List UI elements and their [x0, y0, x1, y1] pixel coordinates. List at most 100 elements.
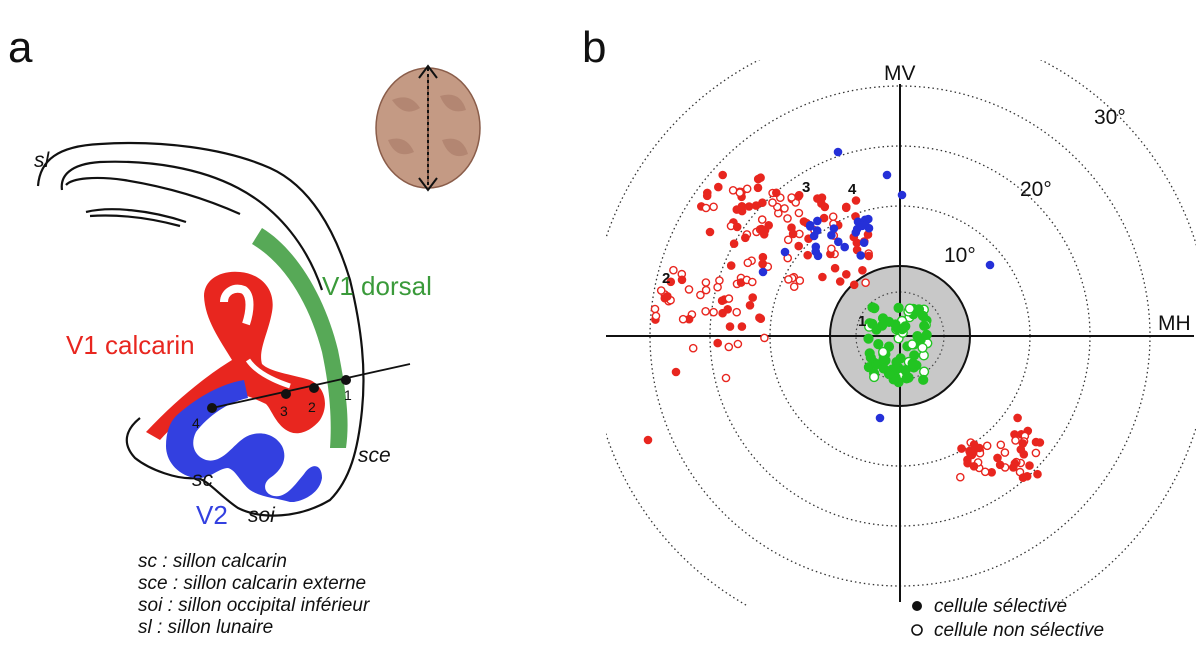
- v1-dorsal-region: [252, 228, 348, 448]
- cell-legend: cellule sélective cellule non sélective: [911, 596, 1104, 641]
- selective-cell-dot: [732, 222, 742, 232]
- non-selective-cell-dot: [724, 342, 734, 352]
- selective-cell-dot: [859, 238, 869, 247]
- selective-cell-dot: [882, 170, 892, 180]
- selective-cell-dot: [985, 260, 995, 270]
- selective-cell-dot: [875, 413, 885, 423]
- non-selective-cell-dot: [651, 311, 661, 321]
- selective-cell-dot: [912, 331, 923, 342]
- non-selective-cell-dot: [684, 285, 694, 294]
- v1-dorsal-label: V1 dorsal: [322, 271, 432, 301]
- sce-label: sce: [358, 444, 391, 467]
- non-selective-cell-dot: [917, 342, 928, 353]
- selective-cell-dot: [643, 435, 653, 445]
- v2-label: V2: [196, 500, 228, 530]
- v1-calcarin-label: V1 calcarin: [66, 330, 195, 360]
- selective-cell-dot: [869, 303, 880, 314]
- selective-cell-dot: [705, 227, 715, 237]
- selective-cell-dot: [834, 237, 843, 247]
- non-selective-cell-dot: [907, 339, 918, 350]
- selective-cell-dot: [878, 363, 889, 374]
- selective-cell-dot: [1010, 459, 1020, 468]
- selective-cell-dot: [714, 182, 723, 192]
- selective-cell-dot: [751, 201, 761, 210]
- non-selective-cell-dot: [956, 472, 965, 482]
- selective-cell-dot: [723, 304, 733, 314]
- non-selective-cell-dot: [1000, 448, 1010, 457]
- non-selective-cell-dot: [918, 366, 930, 377]
- legend-non-selective: cellule non sélective: [934, 620, 1104, 641]
- selective-cell-dot: [827, 230, 836, 240]
- non-selective-cell-dot: [760, 333, 769, 343]
- site-4-marker: [207, 403, 217, 413]
- selective-cell-dot: [772, 188, 781, 198]
- selective-cell-dot: [842, 269, 851, 279]
- non-selective-cell-dot: [701, 306, 710, 316]
- non-selective-cell-dot: [980, 467, 990, 477]
- site-1-marker: [341, 375, 351, 385]
- legend-line: sl : sillon lunaire: [138, 617, 273, 638]
- non-selective-cell-dot: [650, 304, 660, 314]
- selective-cell-dot: [841, 203, 851, 213]
- abbreviation-legend: sc : sillon calcarin sce : sillon calcar…: [138, 551, 370, 638]
- selective-cell-dot: [849, 280, 859, 290]
- non-selective-cell-dot: [794, 208, 804, 218]
- selective-cell-dot: [741, 233, 750, 243]
- selective-cell-dot: [1013, 413, 1022, 423]
- selective-cell-dot: [745, 300, 755, 310]
- selective-cell-dot: [809, 231, 819, 241]
- selective-cell-dot: [764, 220, 774, 230]
- site-3-marker: [281, 389, 291, 399]
- selective-cell-dot: [907, 358, 918, 369]
- selective-cell-dot: [813, 194, 822, 203]
- non-selective-cell-dot: [827, 244, 836, 254]
- selective-cell-dot: [813, 251, 823, 261]
- non-selective-cell-dot: [861, 278, 870, 288]
- non-selective-cell-dot: [1031, 448, 1041, 458]
- filled-dot-icon: [912, 601, 922, 611]
- cell-markers: [643, 147, 1045, 483]
- non-selective-cell-dot: [709, 307, 718, 317]
- open-dot-icon: [911, 624, 923, 636]
- non-selective-cell-dot: [701, 278, 711, 287]
- non-selective-cell-dot: [757, 215, 767, 224]
- non-selective-cell-dot: [748, 277, 757, 287]
- selective-cell-dot: [718, 170, 728, 180]
- selective-cell-dot: [787, 223, 796, 232]
- selective-cell-dot: [713, 338, 723, 348]
- non-selective-cell-dot: [789, 282, 799, 292]
- selective-cell-dot: [1025, 461, 1034, 470]
- selective-cell-dot: [830, 263, 840, 273]
- site-2-label: 2: [308, 399, 316, 415]
- panel-b-letter: b: [582, 23, 606, 72]
- selective-cell-dot: [865, 352, 876, 363]
- selective-cell-dot: [835, 277, 845, 286]
- selective-cell-dot: [663, 291, 672, 301]
- selective-cell-dot: [818, 272, 827, 282]
- non-selective-cell-dot: [784, 275, 793, 284]
- selective-cell-dot: [755, 313, 764, 323]
- selective-cell-dot: [671, 367, 681, 377]
- selective-cell-dot: [753, 183, 763, 193]
- selective-cell-dot: [919, 320, 930, 331]
- site-2-label: 2: [662, 270, 670, 287]
- selective-cell-dot: [729, 239, 739, 248]
- non-selective-cell-dot: [1011, 436, 1020, 445]
- selective-cell-dot: [969, 447, 978, 457]
- selective-cell-dot: [893, 302, 904, 314]
- sc-label: sc: [192, 468, 214, 491]
- panel-b: b MV MH 10° 20° 30° 1 2 3 4: [582, 23, 1196, 641]
- selective-cell-dot: [1033, 469, 1042, 479]
- selective-cell-dot: [909, 350, 920, 361]
- site-4-label: 4: [848, 181, 857, 198]
- ecc-30-label: 30°: [1094, 106, 1126, 129]
- site-2-marker: [309, 383, 319, 393]
- selective-cell-dot: [863, 333, 874, 344]
- selective-cell-dot: [732, 205, 742, 214]
- non-selective-cell-dot: [721, 373, 731, 383]
- legend-line: sc : sillon calcarin: [138, 551, 287, 572]
- non-selective-cell-dot: [780, 204, 789, 213]
- legend-line: sce : sillon calcarin externe: [138, 573, 366, 594]
- non-selective-cell-dot: [768, 198, 777, 207]
